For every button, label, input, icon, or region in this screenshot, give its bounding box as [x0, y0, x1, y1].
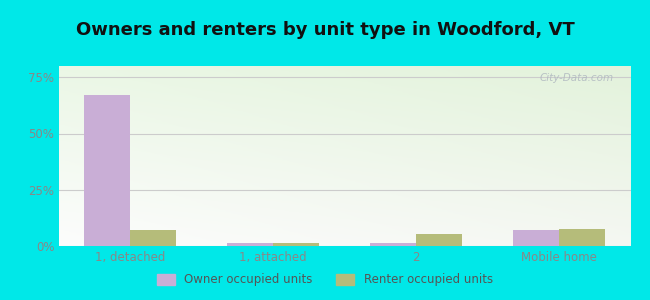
Bar: [84, 95, 130, 246]
Text: City-Data.com: City-Data.com: [540, 73, 614, 83]
Bar: [370, 243, 416, 246]
Bar: [514, 230, 559, 246]
Bar: [559, 229, 604, 246]
Legend: Owner occupied units, Renter occupied units: Owner occupied units, Renter occupied un…: [153, 269, 497, 291]
Bar: [130, 230, 176, 246]
Bar: [273, 243, 318, 246]
Text: Owners and renters by unit type in Woodford, VT: Owners and renters by unit type in Woodf…: [75, 21, 575, 39]
Bar: [416, 234, 462, 246]
Bar: [227, 243, 273, 246]
